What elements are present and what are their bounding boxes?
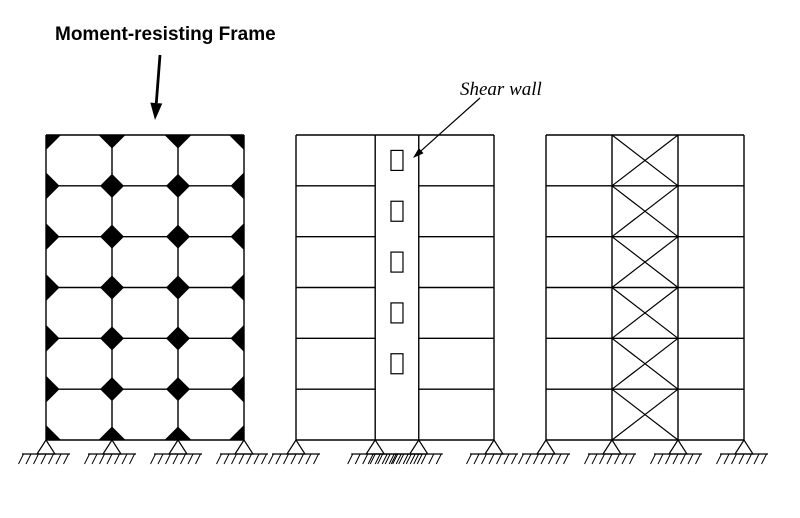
label-shear-wall: Shear wall	[460, 79, 542, 100]
label-moment-frame: Moment-resisting Frame	[55, 24, 276, 45]
